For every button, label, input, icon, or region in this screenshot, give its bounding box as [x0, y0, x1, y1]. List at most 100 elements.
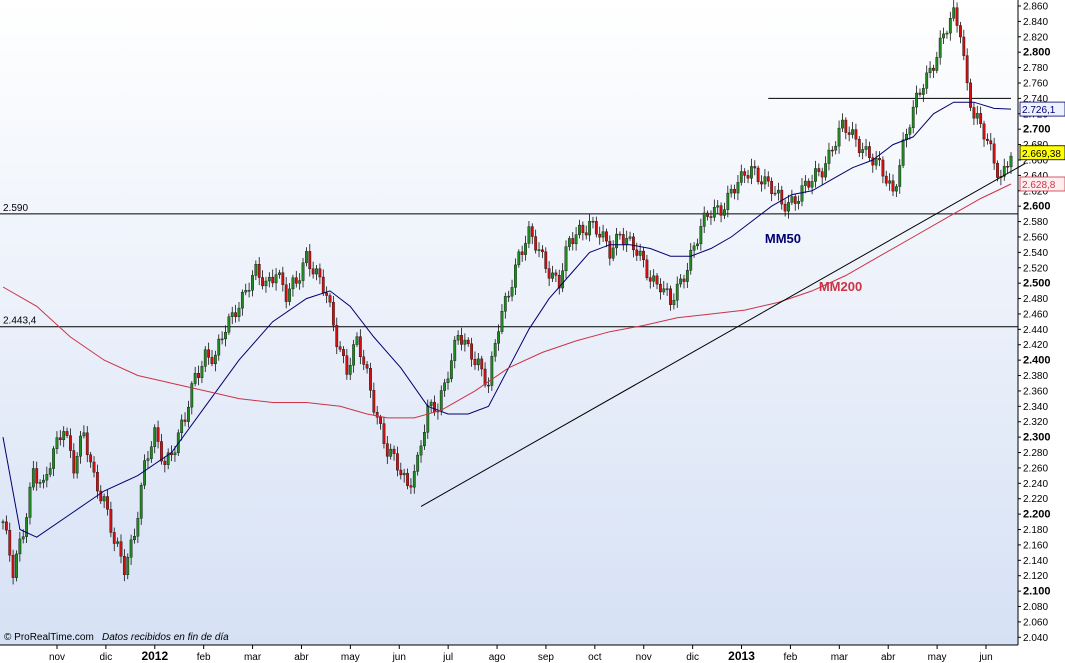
candle-body — [592, 221, 594, 222]
x-tick-label: mar — [831, 652, 849, 663]
candle-body — [625, 238, 627, 244]
y-tick-label: 2.820 — [1023, 32, 1048, 43]
y-tick-label: 2.300 — [1023, 432, 1051, 444]
candle-body — [464, 340, 466, 344]
candle-body — [342, 349, 344, 355]
candle-body — [140, 485, 142, 518]
candle-body — [652, 276, 654, 281]
x-tick-label: may — [341, 652, 360, 663]
candle-body — [312, 269, 314, 274]
candle-body — [969, 83, 971, 108]
candle-body — [228, 317, 230, 332]
candle-body — [491, 356, 493, 385]
candle-body — [727, 193, 729, 210]
candle-body — [481, 359, 483, 369]
candle-body — [184, 420, 186, 422]
candle-body — [888, 181, 890, 183]
candle-body — [875, 158, 877, 165]
candle-body — [848, 133, 850, 135]
candle-body — [599, 234, 601, 237]
candle-body — [572, 238, 574, 243]
candle-body — [841, 120, 843, 128]
candle-body — [305, 251, 307, 262]
candle-body — [622, 234, 624, 244]
candle-body — [605, 232, 607, 241]
footer: © ProRealTime.com Datos recibidos en fin… — [4, 632, 229, 643]
x-tick-label: nov — [636, 652, 652, 663]
candle-body — [62, 431, 64, 439]
candle-body — [666, 289, 668, 290]
candle-body — [32, 468, 34, 487]
candle-body — [106, 496, 108, 509]
candle-body — [268, 277, 270, 281]
x-tick-label: abr — [881, 652, 896, 663]
x-tick-label: jul — [442, 652, 453, 663]
candle-body — [649, 278, 651, 281]
candle-body — [642, 251, 644, 260]
candle-body — [224, 332, 226, 339]
x-tick-label: jun — [392, 652, 406, 663]
y-tick-label: 2.440 — [1023, 325, 1048, 336]
candle-body — [899, 165, 901, 186]
y-tick-label: 2.320 — [1023, 417, 1048, 428]
candle-body — [811, 181, 813, 187]
candle-body — [531, 227, 533, 237]
candle-body — [828, 150, 830, 163]
candle-body — [116, 542, 118, 544]
candle-body — [457, 335, 459, 340]
candle-body — [929, 68, 931, 73]
candle-body — [679, 279, 681, 284]
candle-body — [282, 273, 284, 285]
candle-body — [336, 325, 338, 346]
x-tick-label: may — [928, 652, 947, 663]
candle-body — [325, 293, 327, 296]
candle-body — [831, 150, 833, 151]
x-tick-label: feb — [783, 652, 797, 663]
candle-body — [942, 34, 944, 38]
candle-body — [285, 285, 287, 302]
candle-body — [636, 250, 638, 256]
y-tick-label: 2.580 — [1023, 217, 1048, 228]
candle-body — [164, 461, 166, 465]
y-tick-label: 2.280 — [1023, 448, 1048, 459]
candle-body — [66, 431, 68, 435]
candle-body — [838, 128, 840, 146]
x-tick-label: dic — [99, 652, 112, 663]
candle-body — [69, 436, 71, 451]
candle-body — [781, 190, 783, 204]
candle-body — [774, 193, 776, 194]
candle-body — [86, 433, 88, 455]
candle-body — [976, 113, 978, 118]
candle-body — [386, 444, 388, 457]
candle-body — [693, 246, 695, 250]
candle-body — [322, 277, 324, 293]
candle-body — [979, 113, 981, 123]
candle-body — [154, 428, 156, 447]
candle-body — [743, 172, 745, 176]
candle-body — [895, 187, 897, 192]
candle-body — [821, 172, 823, 177]
candle-body — [96, 472, 98, 491]
candle-body — [794, 197, 796, 204]
x-tick-label: oct — [588, 652, 602, 663]
y-tick-label: 2.520 — [1023, 263, 1048, 274]
candle-body — [420, 446, 422, 455]
candle-body — [271, 277, 273, 283]
candle-body — [595, 221, 597, 234]
candle-body — [494, 343, 496, 356]
y-tick-label: 2.120 — [1023, 571, 1048, 582]
candle-body — [19, 539, 21, 554]
candle-body — [983, 124, 985, 139]
candle-body — [851, 130, 853, 135]
candle-body — [2, 522, 4, 523]
candle-body — [447, 379, 449, 383]
candle-body — [946, 33, 948, 34]
candle-body — [25, 517, 27, 536]
candle-body — [180, 420, 182, 433]
candle-body — [669, 289, 671, 305]
candle-body — [797, 201, 799, 203]
candle-body — [578, 225, 580, 235]
candle-body — [413, 471, 415, 487]
candle-body — [29, 487, 31, 517]
